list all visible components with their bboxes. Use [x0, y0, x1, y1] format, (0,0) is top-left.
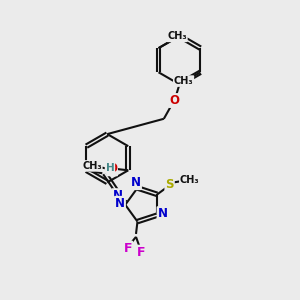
Text: CH₃: CH₃ [180, 175, 200, 185]
Text: F: F [137, 246, 146, 259]
Text: CH₃: CH₃ [174, 76, 194, 86]
Text: N: N [115, 197, 125, 210]
Text: S: S [165, 178, 174, 190]
Text: F: F [124, 242, 132, 255]
Text: O: O [169, 94, 179, 107]
Text: H: H [106, 163, 114, 173]
Text: CH₃: CH₃ [167, 31, 187, 41]
Text: O: O [107, 162, 117, 175]
Text: N: N [131, 176, 141, 189]
Text: N: N [158, 207, 167, 220]
Text: CH₃: CH₃ [82, 161, 102, 171]
Text: N: N [112, 189, 123, 202]
